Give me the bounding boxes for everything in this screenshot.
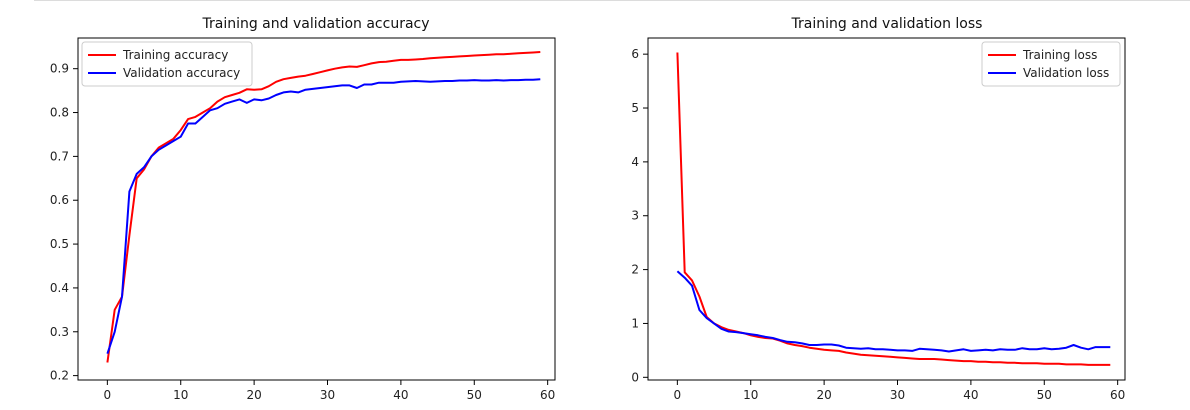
accuracy-series-layer [106,51,541,363]
loss-x-tick-label: 0 [674,388,682,402]
series-line-training-loss [676,52,1111,366]
legend-label-validation-accuracy: Validation accuracy [123,66,240,80]
legend-label-training-accuracy: Training accuracy [122,48,228,62]
legend-label-training-loss: Training loss [1022,48,1097,62]
accuracy-chart: Training and validation accuracy 0 10 20 30… [50,16,556,402]
loss-y-tick-label: 6 [631,47,639,61]
loss-y-tick-label: 4 [631,155,639,169]
accuracy-y-tick-label: 0.2 [50,369,69,383]
loss-x-ticks: 0 10 20 30 40 50 60 [674,380,1125,402]
loss-x-tick-label: 50 [1037,388,1052,402]
loss-y-ticks: 0 1 2 3 4 5 6 [631,47,648,384]
accuracy-x-tick-label: 60 [540,388,555,402]
notebook-output-rule [34,0,1190,1]
loss-x-tick-label: 40 [963,388,978,402]
legend-label-validation-loss: Validation loss [1023,66,1109,80]
loss-x-tick-label: 10 [743,388,758,402]
accuracy-plot-frame [77,37,556,381]
accuracy-x-tick-label: 20 [246,388,261,402]
loss-y-tick-label: 1 [631,316,639,330]
loss-x-tick-label: 20 [816,388,831,402]
loss-chart-title: Training and validation loss [791,16,983,32]
series-line-validation-accuracy [106,78,541,355]
accuracy-y-tick-label: 0.6 [50,193,69,207]
accuracy-legend-box [81,41,253,87]
accuracy-x-tick-label: 0 [104,388,112,402]
loss-series-layer [676,52,1111,366]
loss-plot-frame [647,37,1126,381]
loss-chart: Training and validation loss 0 10 20 30 40 50… [631,16,1126,402]
accuracy-y-tick-label: 0.4 [50,281,69,295]
series-line-training-accuracy [106,51,541,363]
accuracy-y-tick-label: 0.3 [50,325,69,339]
loss-y-tick-label: 5 [631,101,639,115]
accuracy-legend: Training accuracy Validation accuracy [81,41,253,87]
accuracy-y-tick-label: 0.9 [50,62,69,76]
accuracy-y-tick-label: 0.7 [50,149,69,163]
loss-legend-box [981,41,1121,87]
accuracy-chart-title: Training and validation accuracy [201,16,429,32]
loss-y-tick-label: 2 [631,263,639,277]
accuracy-y-ticks: 0.2 0.3 0.4 0.5 0.6 0.7 0.8 0.9 [50,62,78,383]
series-line-validation-loss [676,270,1111,353]
loss-y-tick-label: 0 [631,370,639,384]
accuracy-x-tick-label: 40 [393,388,408,402]
accuracy-x-tick-label: 10 [173,388,188,402]
accuracy-y-tick-label: 0.8 [50,106,69,120]
loss-x-tick-label: 30 [890,388,905,402]
loss-legend: Training loss Validation loss [981,41,1121,87]
accuracy-x-tick-label: 50 [467,388,482,402]
accuracy-x-ticks: 0 10 20 30 40 50 60 [104,380,555,402]
accuracy-x-tick-label: 30 [320,388,335,402]
loss-x-tick-label: 60 [1110,388,1125,402]
loss-y-tick-label: 3 [631,209,639,223]
accuracy-y-tick-label: 0.5 [50,237,69,251]
